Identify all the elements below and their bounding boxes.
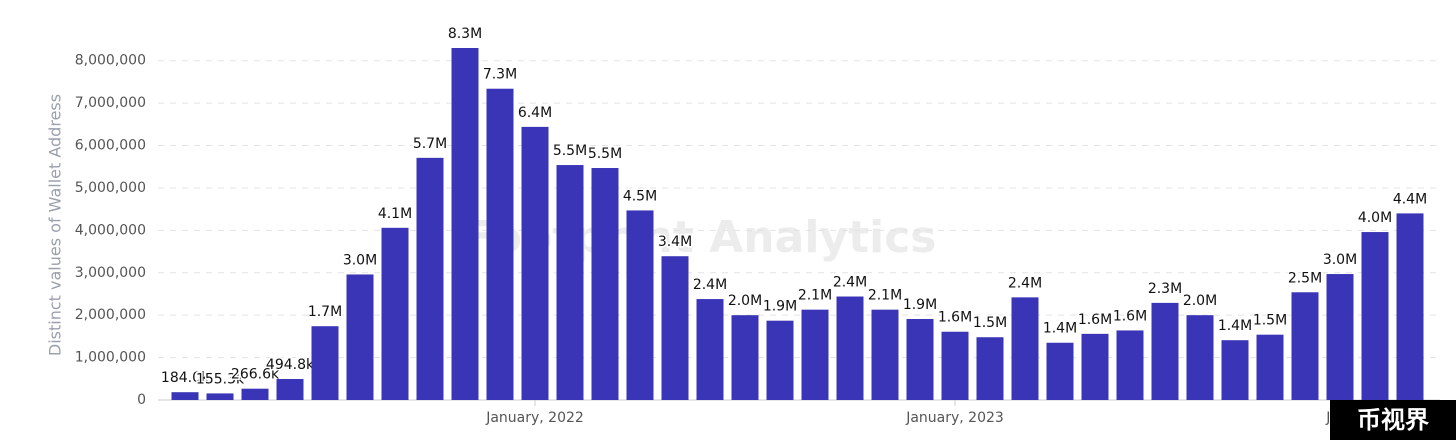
value-label: 3.4M [658, 234, 692, 250]
value-label: 2.4M [1008, 275, 1042, 291]
bar [1396, 213, 1424, 400]
bar [1186, 315, 1214, 400]
value-label: 1.6M [1113, 308, 1147, 324]
value-label: 4.5M [623, 188, 657, 204]
bar [556, 165, 584, 400]
bar [976, 337, 1004, 400]
value-label: 1.6M [938, 310, 972, 326]
bar [836, 296, 864, 400]
y-tick-label: 1,000,000 [75, 350, 146, 366]
value-label: 155.3k [196, 371, 245, 387]
value-label: 2.1M [868, 288, 902, 304]
value-label: 3.0M [343, 252, 377, 268]
value-label: 184.0k [161, 370, 210, 386]
y-tick-label: 4,000,000 [75, 222, 146, 238]
bar [591, 168, 619, 400]
value-label: 1.4M [1218, 318, 1252, 334]
value-label: 266.6k [231, 367, 280, 383]
bar [906, 318, 934, 400]
bar [871, 309, 899, 400]
bar [1221, 340, 1249, 400]
value-label: 8.3M [448, 26, 482, 42]
bar [1046, 342, 1074, 400]
y-tick-label: 2,000,000 [75, 307, 146, 323]
value-label: 2.5M [1288, 270, 1322, 286]
x-tick-label: January, 2023 [905, 410, 1004, 426]
value-label: 1.7M [308, 304, 342, 320]
value-label: 2.0M [728, 293, 762, 309]
bar [451, 48, 479, 400]
bar [696, 299, 724, 400]
bar [276, 379, 304, 400]
value-label: 494.8k [266, 357, 315, 373]
badge-bg [1330, 400, 1456, 440]
y-tick-label: 7,000,000 [75, 95, 146, 111]
bar [1081, 333, 1109, 400]
bar [1151, 302, 1179, 400]
value-label: 4.0M [1358, 210, 1392, 226]
value-label: 2.0M [1183, 293, 1217, 309]
bar [206, 393, 234, 400]
bar [661, 256, 689, 400]
y-tick-label: 3,000,000 [75, 265, 146, 281]
x-tick-label: January, 2022 [485, 410, 584, 426]
value-label: 1.4M [1043, 321, 1077, 337]
bar [241, 388, 269, 400]
bar [801, 309, 829, 400]
value-label: 4.1M [378, 206, 412, 222]
bar [1291, 292, 1319, 400]
value-label: 5.5M [588, 146, 622, 162]
y-tick-label: 5,000,000 [75, 180, 146, 196]
bar [1256, 334, 1284, 400]
bar [171, 392, 199, 400]
y-tick-label: 6,000,000 [75, 138, 146, 154]
value-label: 1.5M [1253, 313, 1287, 329]
bar [311, 326, 339, 400]
value-label: 2.3M [1148, 281, 1182, 297]
bar [416, 157, 444, 400]
value-label: 5.7M [413, 136, 447, 152]
value-label: 5.5M [553, 143, 587, 159]
badge: 币视界 [1357, 406, 1429, 434]
value-label: 6.4M [518, 105, 552, 121]
value-label: 1.9M [903, 297, 937, 313]
bar [1326, 274, 1354, 400]
bar [486, 88, 514, 400]
bar [346, 274, 374, 400]
bar [1361, 232, 1389, 400]
value-label: 2.4M [693, 277, 727, 293]
y-axis-label: Distinct values of Wallet Address [46, 94, 65, 356]
bar [766, 320, 794, 400]
value-label: 7.3M [483, 67, 517, 83]
bar [1116, 330, 1144, 400]
bar [626, 210, 654, 400]
value-label: 2.4M [833, 275, 867, 291]
y-tick-label: 8,000,000 [75, 53, 146, 69]
bar [381, 227, 409, 400]
bar [941, 331, 969, 400]
bar [731, 315, 759, 400]
bar [521, 126, 549, 400]
value-label: 1.5M [973, 315, 1007, 331]
value-label: 1.6M [1078, 312, 1112, 328]
value-label: 4.4M [1393, 191, 1427, 207]
value-label: 3.0M [1323, 252, 1357, 268]
y-tick-label: 0 [137, 392, 146, 408]
bar [1011, 297, 1039, 400]
value-label: 1.9M [763, 299, 797, 315]
value-label: 2.1M [798, 288, 832, 304]
